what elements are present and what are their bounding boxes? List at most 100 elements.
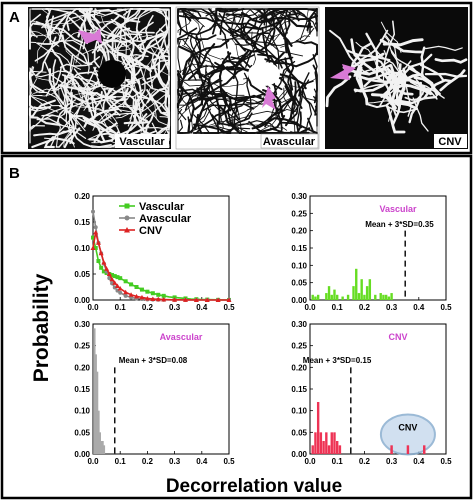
vessel bbox=[87, 125, 119, 140]
vessel bbox=[113, 52, 157, 70]
legend-marker bbox=[124, 215, 130, 221]
x-tick-label: 0.2 bbox=[359, 303, 371, 312]
vessel bbox=[391, 76, 402, 116]
vessel bbox=[405, 75, 438, 100]
data-point bbox=[123, 279, 128, 284]
vessel bbox=[395, 83, 433, 96]
data-point bbox=[91, 209, 95, 214]
x-tick-label: 0.1 bbox=[115, 457, 127, 466]
vessel bbox=[33, 129, 73, 137]
bar bbox=[336, 294, 339, 300]
vessel bbox=[198, 68, 245, 101]
vessel bbox=[61, 73, 82, 93]
x-tick-label: 0.0 bbox=[304, 303, 316, 312]
x-tick-label: 0.2 bbox=[359, 457, 371, 466]
vessel bbox=[96, 92, 128, 102]
vessel bbox=[177, 12, 194, 33]
vessel bbox=[197, 96, 248, 122]
data-point bbox=[101, 269, 106, 274]
x-tick-label: 0.1 bbox=[115, 303, 127, 312]
vessel bbox=[69, 111, 117, 124]
vessel bbox=[41, 11, 72, 29]
vessel bbox=[63, 127, 81, 149]
vessel bbox=[48, 15, 67, 36]
bar bbox=[357, 293, 361, 300]
y-tick-label: 0.25 bbox=[291, 209, 307, 218]
x-tick-label: 0.3 bbox=[169, 457, 181, 466]
vessel bbox=[65, 8, 92, 31]
avascular-caption: Avascular bbox=[263, 136, 316, 148]
vessel bbox=[260, 89, 286, 132]
data-point bbox=[123, 289, 129, 295]
data-point bbox=[128, 292, 134, 297]
vessel bbox=[285, 40, 295, 91]
vessel bbox=[134, 26, 170, 60]
vessel bbox=[29, 108, 36, 132]
annotation-label: CNV bbox=[398, 423, 417, 433]
vessel bbox=[98, 15, 120, 33]
vessel bbox=[82, 48, 131, 55]
vessel bbox=[243, 94, 284, 112]
data-point bbox=[110, 273, 115, 278]
vessel bbox=[300, 85, 317, 116]
vessel bbox=[210, 60, 247, 71]
vessel bbox=[307, 117, 318, 134]
bar bbox=[93, 328, 96, 454]
x-tick-label: 0.5 bbox=[223, 457, 235, 466]
x-tick-label: 0.4 bbox=[413, 303, 425, 312]
bar bbox=[379, 293, 382, 300]
vessel bbox=[296, 72, 310, 124]
bar bbox=[314, 296, 317, 300]
vessel bbox=[195, 113, 203, 134]
bar bbox=[330, 294, 333, 300]
data-point bbox=[96, 259, 101, 263]
data-point bbox=[112, 280, 118, 285]
vessel bbox=[187, 43, 216, 81]
vessel bbox=[308, 105, 318, 134]
vessel bbox=[141, 58, 161, 86]
bar bbox=[374, 294, 377, 300]
bar bbox=[98, 432, 101, 454]
vessel bbox=[439, 69, 466, 92]
threshold-label: Mean + 3*SD=0.08 bbox=[119, 356, 188, 365]
vessel bbox=[29, 13, 42, 50]
y-tick-label: 0.10 bbox=[291, 261, 307, 270]
vessel bbox=[59, 39, 90, 75]
vessel bbox=[397, 67, 407, 99]
data-point bbox=[226, 297, 232, 302]
vessel bbox=[200, 8, 235, 24]
vessel bbox=[355, 60, 366, 89]
vessel bbox=[182, 39, 201, 61]
bar bbox=[325, 432, 328, 454]
x-tick-label: 0.5 bbox=[223, 303, 235, 312]
vessel bbox=[159, 9, 170, 71]
vessel bbox=[31, 137, 75, 149]
vessel bbox=[82, 8, 115, 17]
vessel bbox=[177, 67, 188, 96]
vessel bbox=[93, 8, 113, 36]
vessel bbox=[313, 88, 318, 100]
x-tick-label: 0.5 bbox=[440, 457, 452, 466]
vessel bbox=[36, 118, 82, 132]
y-tick-label: 0.15 bbox=[74, 218, 90, 227]
vessel bbox=[245, 13, 269, 68]
vessel bbox=[87, 89, 144, 105]
vessel bbox=[299, 13, 318, 41]
vessel bbox=[64, 74, 74, 107]
cnv-caption: CNV bbox=[438, 136, 462, 148]
bar bbox=[368, 279, 372, 300]
vessel bbox=[222, 32, 270, 42]
vessel bbox=[29, 81, 53, 106]
vessel bbox=[119, 8, 133, 41]
bar bbox=[101, 441, 104, 454]
vessel bbox=[90, 145, 116, 148]
bar bbox=[341, 296, 344, 300]
vessel bbox=[123, 121, 150, 125]
vessel bbox=[189, 15, 222, 60]
vessel bbox=[36, 39, 64, 45]
data-point bbox=[150, 296, 156, 301]
y-tick-label: 0.30 bbox=[74, 320, 90, 329]
legend-label: CNV bbox=[139, 225, 163, 237]
vessel bbox=[221, 63, 239, 112]
vessel bbox=[287, 76, 296, 116]
